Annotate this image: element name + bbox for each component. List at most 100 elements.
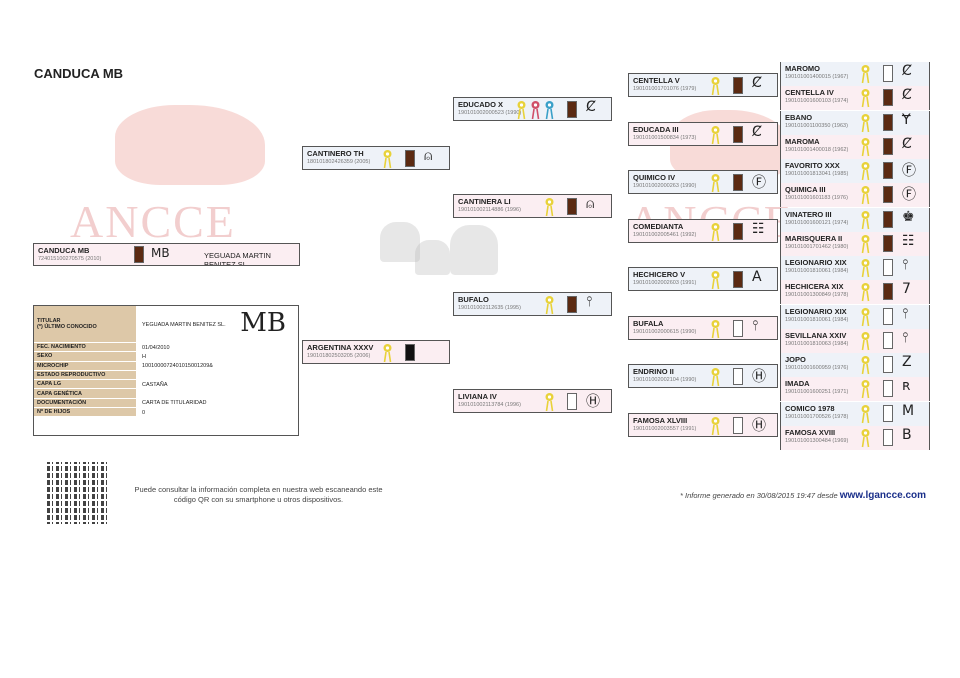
coat-swatch	[405, 150, 415, 167]
footer: * Informe generado en 30/08/2015 19:47 d…	[680, 490, 926, 501]
horse-box[interactable]: CENTELLA V 190101001701076 (1979) Ȼ	[628, 73, 778, 97]
qr-code[interactable]	[47, 462, 109, 524]
horse-silhouette	[450, 225, 498, 275]
coat-swatch	[883, 162, 893, 179]
rosette-icon	[861, 186, 870, 205]
rosette-icon	[861, 259, 870, 278]
horse-box[interactable]: BUFALA 190101002000615 (1990) ⫯	[628, 315, 778, 340]
ladder-icon: ☷	[902, 232, 915, 249]
rosette-icon	[711, 319, 720, 338]
rosette-icon	[383, 150, 392, 169]
rosette-icon	[861, 404, 870, 423]
ladder-icon: ☷	[752, 220, 765, 237]
coat-swatch	[883, 65, 893, 82]
coat-swatch	[733, 319, 743, 337]
horse-box[interactable]: CENTELLA IV 190101001600103 (1974) Ȼ	[781, 86, 929, 110]
info-label: CAPA GENÉTICA	[34, 389, 136, 399]
horse-id: 180101802426359 (2005)	[307, 159, 371, 165]
horse-box[interactable]: BUFALO 190101002112635 (1995) ⫯	[453, 291, 612, 316]
horse-box[interactable]: SEVILLANA XXIV 190101001810063 (1984) ⫯	[781, 328, 929, 353]
horse-box[interactable]: HECHICERA XIX 190101001300849 (1978) 7	[781, 280, 929, 304]
rosette-icon	[711, 77, 720, 96]
coat-swatch	[883, 331, 893, 349]
rosette-icon	[545, 101, 554, 120]
horse-box[interactable]: COMEDIANTA 190101002005461 (1992) ☷	[628, 218, 778, 243]
horse-box[interactable]: EDUCADA III 190101001500834 (1973) Ȼ	[628, 121, 778, 146]
horse-name: MAROMA	[785, 136, 820, 146]
horse-box[interactable]: CANTINERA LI 190101002114886 (1996) ⍝	[453, 194, 612, 219]
anchor-icon: ⫯	[586, 293, 593, 310]
coat-swatch	[733, 222, 743, 240]
horse-box[interactable]: ARGENTINA XXXV 190101802503205 (2006)	[302, 340, 450, 364]
horse-box[interactable]: QUIMICA III 190101001601183 (1976) Ⓕ	[781, 183, 929, 207]
horse-id: 190101002000615 (1990)	[633, 328, 697, 335]
horse-name: FAVORITO XXX	[785, 161, 840, 170]
anchor-icon: ⫯	[752, 317, 759, 334]
horse-name: QUIMICO IV	[633, 173, 676, 182]
horse-box[interactable]: MAROMO 190101001400015 (1967) Ȼ	[781, 62, 929, 86]
jh-circle-icon: Ⓗ	[752, 369, 766, 385]
horse-id: 190101001701462 (1980)	[785, 243, 849, 250]
bell-icon: ⍝	[586, 196, 595, 213]
horse-box[interactable]: LEGIONARIO XIX 190101001810061 (1984) ⫯	[781, 256, 929, 280]
coat-swatch	[733, 271, 743, 288]
horse-name: ARGENTINA XXXV	[307, 343, 374, 352]
horse-box[interactable]: IMADA 190101001600251 (1971) ʀ	[781, 377, 929, 401]
rosette-icon	[711, 368, 720, 387]
coat-swatch	[883, 283, 893, 300]
horse-id: 190101001701076 (1979)	[633, 86, 697, 92]
info-value: 1001000072401015001209&	[142, 363, 213, 370]
horse-id: 190101001600959 (1976)	[785, 365, 849, 371]
cs-icon: Ȼ	[586, 99, 596, 115]
horse-id: 190101002112635 (1995)	[458, 304, 521, 311]
ancce-logo-horse	[115, 105, 265, 185]
horse-id: 190101001810063 (1984)	[785, 340, 849, 347]
horse-box[interactable]: COMICO 1978 190101001700526 (1978) M	[781, 401, 929, 426]
subject-horse[interactable]: CANDUCA MB 724015100270575 (2010) MB YEG…	[33, 243, 300, 266]
horse-box[interactable]: CANTINERO TH 180101802426359 (2005) ⍝	[302, 146, 450, 170]
horse-id: 190101001600103 (1974)	[785, 98, 849, 104]
horse-box[interactable]: MARISQUERA II 190101001701462 (1980) ☷	[781, 231, 929, 256]
anchor-icon: ⫯	[902, 257, 909, 273]
horse-box[interactable]: HECHICERO V 190101002002603 (1991) A	[628, 267, 778, 291]
mb-brand-icon: MB	[151, 246, 170, 260]
cs-icon: Ȼ	[752, 75, 762, 91]
horse-box[interactable]: LIVIANA IV 190101002113784 (1996) Ⓗ	[453, 388, 612, 413]
rosette-icon	[545, 392, 554, 412]
horse-box[interactable]: FAMOSA XLVIII 190101002003557 (1991) Ⓗ	[628, 412, 778, 437]
horse-id: 190101002002104 (1990)	[633, 377, 697, 383]
horse-box[interactable]: EBANO 190101001100350 (1963) Ɏ	[781, 110, 929, 135]
seven-icon: 7	[902, 281, 911, 297]
horse-id: 190101002002603 (1991)	[633, 280, 697, 286]
horse-box[interactable]: EDUCADO X 190101002000523 (1990) Ȼ	[453, 97, 612, 121]
coat-swatch	[883, 356, 893, 373]
horse-box[interactable]: MAROMA 190101001400018 (1962) Ȼ	[781, 134, 929, 159]
rosette-icon	[545, 198, 554, 217]
horse-box[interactable]: VINATERO III 190101001600121 (1974) ♚	[781, 207, 929, 232]
horse-box[interactable]: FAVORITO XXX 190101001813041 (1985) Ⓕ	[781, 159, 929, 183]
ancce-logo-text: ANCCE	[70, 196, 236, 247]
rosette-icon	[545, 295, 554, 314]
website-link[interactable]: www.lgancce.com	[839, 490, 927, 501]
info-value: YEGUADA MARTIN BENITEZ SL.	[142, 321, 226, 328]
horse-id: 190101001100350 (1963)	[785, 122, 848, 129]
horse-name: FAMOSA XVIII	[785, 427, 836, 437]
horse-name: CANTINERA LI	[458, 197, 511, 207]
horse-id: 190101001600251 (1971)	[785, 389, 849, 395]
horse-id: 190101001810061 (1984)	[785, 316, 849, 323]
rosette-icon	[711, 271, 720, 290]
info-label: ESTADO REPRODUCTIVO	[34, 370, 136, 381]
horse-name: QUIMICA III	[785, 185, 826, 194]
rosette-icon	[861, 89, 870, 108]
horse-box[interactable]: LEGIONARIO XIX 190101001810061 (1984) ⫯	[781, 304, 929, 329]
horse-id: 190101001500834 (1973)	[633, 134, 697, 141]
horse-id: 724015100270575 (2010)	[38, 256, 102, 262]
horse-box[interactable]: ENDRINO II 190101002002104 (1990) Ⓗ	[628, 364, 778, 388]
coat-swatch	[405, 344, 415, 361]
horse-box[interactable]: QUIMICO IV 190101002000263 (1990) Ⓕ	[628, 170, 778, 194]
jf-circle-icon: Ⓕ	[902, 163, 916, 179]
horse-name: VINATERO III	[785, 209, 832, 219]
horse-box[interactable]: JOPO 190101001600959 (1976) Z	[781, 353, 929, 377]
bell-icon: ⍝	[424, 148, 433, 164]
horse-box[interactable]: FAMOSA XVIII 190101001300484 (1969) B	[781, 425, 929, 450]
